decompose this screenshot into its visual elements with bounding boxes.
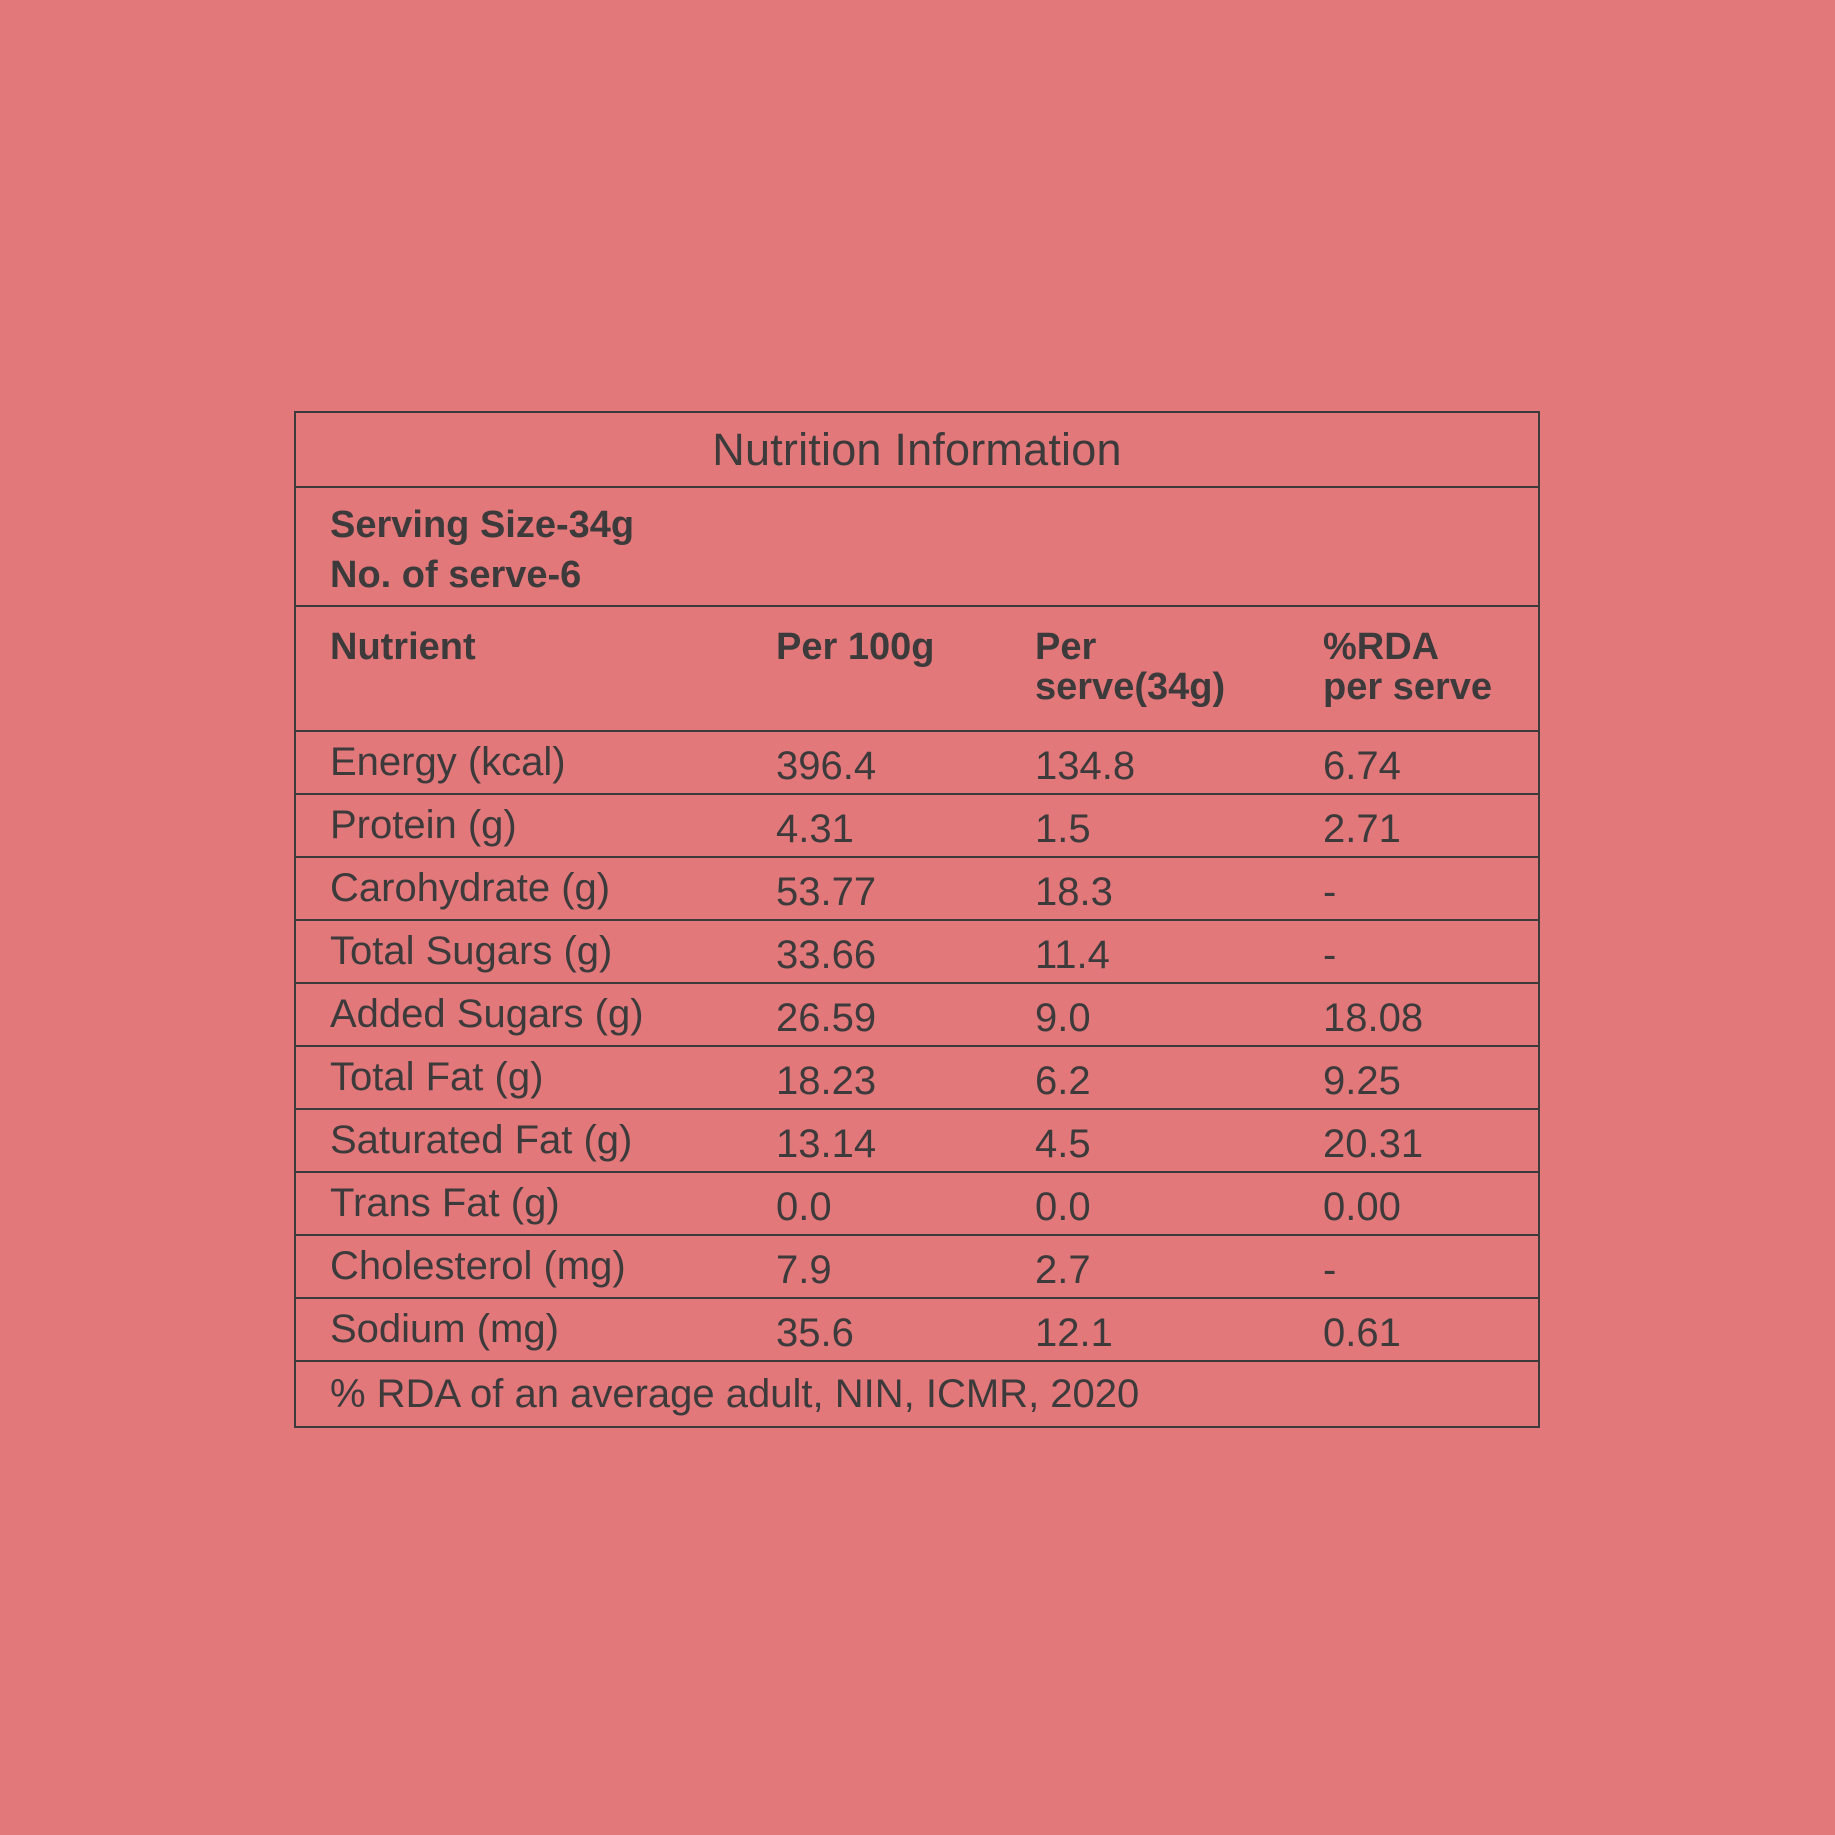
- table-title: Nutrition Information: [712, 423, 1122, 475]
- cell-per-serve: 18.3: [1035, 870, 1113, 914]
- nutrition-table: Nutrition Information Serving Size-34g N…: [294, 411, 1540, 1428]
- cell-nutrient: Carohydrate (g): [330, 866, 611, 910]
- cell-rda: -: [1323, 1248, 1337, 1292]
- column-headers: Nutrient Per 100g Per serve(34g) %RDA pe…: [296, 607, 1538, 732]
- serving-info: Serving Size-34g No. of serve-6: [296, 488, 1538, 607]
- cell-per-serve: 134.8: [1035, 744, 1136, 788]
- cell-nutrient: Total Fat (g): [330, 1055, 544, 1099]
- cell-per-serve: 12.1: [1035, 1311, 1113, 1355]
- cell-nutrient: Added Sugars (g): [330, 992, 644, 1036]
- cell-nutrient: Trans Fat (g): [330, 1181, 560, 1225]
- cell-rda: 6.74: [1323, 744, 1401, 788]
- table-row: Saturated Fat (g) 13.14 4.5 20.31: [296, 1110, 1538, 1173]
- cell-per-100g: 26.59: [776, 996, 877, 1040]
- table-row: Carohydrate (g) 53.77 18.3 -: [296, 858, 1538, 921]
- cell-rda: 0.61: [1323, 1311, 1401, 1355]
- cell-per-serve: 9.0: [1035, 996, 1091, 1040]
- cell-per-100g: 13.14: [776, 1122, 877, 1166]
- cell-rda: 18.08: [1323, 996, 1424, 1040]
- table-row: Added Sugars (g) 26.59 9.0 18.08: [296, 984, 1538, 1047]
- cell-per-100g: 53.77: [776, 870, 877, 914]
- cell-per-serve: 0.0: [1035, 1185, 1091, 1229]
- cell-rda: -: [1323, 870, 1337, 914]
- cell-nutrient: Cholesterol (mg): [330, 1244, 626, 1288]
- header-rda-line1: %RDA: [1323, 626, 1440, 668]
- header-rda: %RDA per serve: [1323, 627, 1543, 707]
- header-rda-line2: per serve: [1323, 666, 1493, 708]
- cell-per-100g: 33.66: [776, 933, 877, 977]
- footnote-row: % RDA of an average adult, NIN, ICMR, 20…: [296, 1362, 1538, 1426]
- cell-per-serve: 2.7: [1035, 1248, 1091, 1292]
- cell-nutrient: Sodium (mg): [330, 1307, 559, 1351]
- table-row: Trans Fat (g) 0.0 0.0 0.00: [296, 1173, 1538, 1236]
- table-row: Energy (kcal) 396.4 134.8 6.74: [296, 732, 1538, 795]
- cell-rda: 0.00: [1323, 1185, 1401, 1229]
- cell-rda: -: [1323, 933, 1337, 977]
- title-row: Nutrition Information: [296, 413, 1538, 488]
- cell-nutrient: Energy (kcal): [330, 740, 566, 784]
- cell-per-100g: 35.6: [776, 1311, 854, 1355]
- cell-per-100g: 4.31: [776, 807, 854, 851]
- header-nutrient: Nutrient: [330, 626, 476, 668]
- cell-per-serve: 11.4: [1035, 933, 1110, 977]
- header-per-serve: Per serve(34g): [1035, 627, 1255, 707]
- table-row: Total Fat (g) 18.23 6.2 9.25: [296, 1047, 1538, 1110]
- table-row: Protein (g) 4.31 1.5 2.71: [296, 795, 1538, 858]
- header-per-100g: Per 100g: [776, 626, 935, 668]
- cell-rda: 2.71: [1323, 807, 1401, 851]
- table-row: Sodium (mg) 35.6 12.1 0.61: [296, 1299, 1538, 1362]
- table-row: Total Sugars (g) 33.66 11.4 -: [296, 921, 1538, 984]
- cell-per-serve: 4.5: [1035, 1122, 1091, 1166]
- cell-per-serve: 1.5: [1035, 807, 1091, 851]
- cell-per-100g: 0.0: [776, 1185, 832, 1229]
- cell-rda: 20.31: [1323, 1122, 1424, 1166]
- rda-footnote: % RDA of an average adult, NIN, ICMR, 20…: [330, 1372, 1140, 1416]
- cell-nutrient: Protein (g): [330, 803, 517, 847]
- cell-nutrient: Saturated Fat (g): [330, 1118, 633, 1162]
- cell-per-100g: 7.9: [776, 1248, 832, 1292]
- cell-nutrient: Total Sugars (g): [330, 929, 613, 973]
- table-row: Cholesterol (mg) 7.9 2.7 -: [296, 1236, 1538, 1299]
- cell-per-serve: 6.2: [1035, 1059, 1091, 1103]
- serving-count: No. of serve-6: [330, 554, 582, 596]
- serving-size: Serving Size-34g: [330, 504, 635, 546]
- header-per-serve-line1: Per: [1035, 626, 1097, 668]
- cell-per-100g: 396.4: [776, 744, 877, 788]
- cell-rda: 9.25: [1323, 1059, 1401, 1103]
- cell-per-100g: 18.23: [776, 1059, 877, 1103]
- header-per-serve-line2: serve(34g): [1035, 666, 1226, 708]
